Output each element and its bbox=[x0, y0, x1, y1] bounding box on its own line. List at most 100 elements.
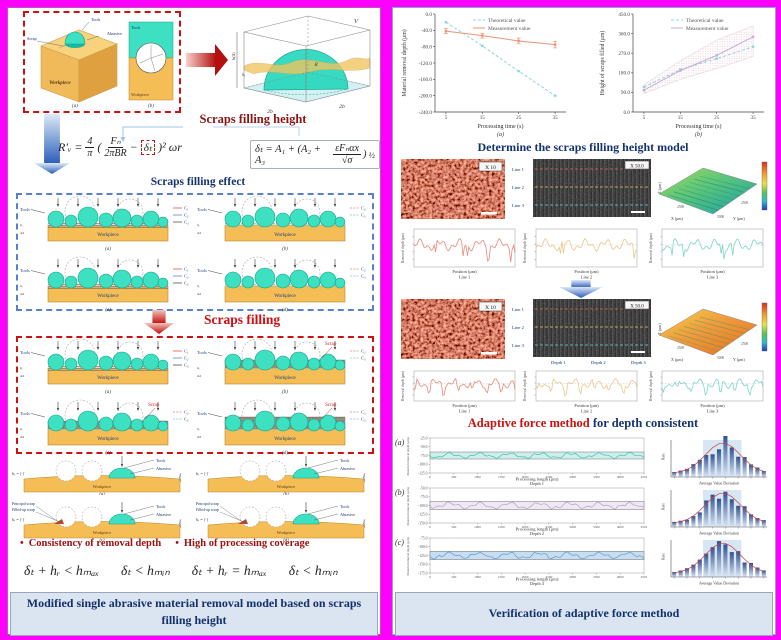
svg-text:Depth 1: Depth 1 bbox=[530, 481, 544, 486]
svg-text:Line 1: Line 1 bbox=[512, 167, 525, 172]
svg-text:C₂: C₂ bbox=[361, 206, 366, 211]
bullet-consistency: • Consistency of removal depth bbox=[20, 538, 162, 549]
svg-text:-200.0: -200.0 bbox=[419, 93, 433, 99]
svg-text:δ₀: δ₀ bbox=[20, 223, 24, 227]
svg-text:0.0: 0.0 bbox=[426, 12, 433, 18]
svg-text:4000: 4000 bbox=[617, 525, 624, 529]
svg-text:C₃: C₃ bbox=[184, 417, 189, 422]
svg-text:Removal depth (μm): Removal depth (μm) bbox=[649, 232, 653, 263]
svg-text:Workpiece: Workpiece bbox=[274, 233, 296, 238]
wear-diagram-b: Workpiece Tools Abrasive {hᵣ = [·] (b) bbox=[194, 454, 378, 500]
svg-text:X (μm): X (μm) bbox=[671, 216, 683, 221]
filling-diagram-b: Workpiece Tools δ₀ Δd Scrap C₂ C₃ (b) bbox=[195, 338, 372, 399]
svg-text:C₃: C₃ bbox=[184, 363, 189, 368]
svg-text:Processing length (μm): Processing length (μm) bbox=[516, 477, 559, 482]
depth-plot-svg-depth-3: -75.0 -100.0 -125.0 -150.0 -175.00 500 1000 150… bbox=[406, 536, 648, 586]
svg-text:Line 1: Line 1 bbox=[459, 275, 470, 280]
svg-text:-125.0: -125.0 bbox=[418, 554, 428, 558]
svg-text:25: 25 bbox=[516, 115, 522, 121]
svg-text:(a): (a) bbox=[72, 104, 78, 108]
svg-text:Workpiece: Workpiece bbox=[97, 437, 119, 442]
svg-text:1000: 1000 bbox=[474, 525, 481, 529]
svg-text:hᵣ = [·]: hᵣ = [·] bbox=[12, 471, 25, 476]
svg-text:1000: 1000 bbox=[474, 475, 481, 479]
histogram-3: Average Value Deviation Rate bbox=[661, 536, 769, 586]
row-label-a: (a) bbox=[395, 438, 405, 447]
svg-text:Average Value Deviation: Average Value Deviation bbox=[699, 531, 739, 536]
svg-text:500: 500 bbox=[451, 525, 456, 529]
condition-2: δₜ < hₘᵢₙ bbox=[121, 563, 170, 578]
effect-diagram-b: Workpiece Tools δ₀ Δd C₂ C₃ (b) bbox=[195, 195, 372, 256]
svg-text:Workpiece: Workpiece bbox=[277, 484, 296, 489]
svg-text:2500: 2500 bbox=[545, 475, 552, 479]
mini-diagram-svg: Workpiece Tools δ₀ Δd C₂ C₃ (d) bbox=[197, 256, 366, 313]
svg-text:(c): (c) bbox=[105, 308, 111, 312]
svg-text:Tools: Tools bbox=[20, 411, 30, 416]
svg-text:-175.0: -175.0 bbox=[418, 571, 428, 575]
svg-text:500: 500 bbox=[451, 475, 456, 479]
svg-text:-125.0: -125.0 bbox=[418, 513, 428, 517]
svg-text:3500: 3500 bbox=[593, 575, 600, 579]
row-label-c: (c) bbox=[395, 538, 404, 547]
filling-diagram-c: Workpiece Tools δ₀ Δd Scrap C₂ C₃ (c) bbox=[18, 399, 195, 460]
svg-text:C₂: C₂ bbox=[184, 356, 189, 361]
svg-text:δ₀: δ₀ bbox=[20, 427, 24, 431]
condition-3: δₜ + hᵣ = hₘₐₓ bbox=[191, 563, 267, 578]
condition-formulas: δₜ + hᵣ < hₘₐₓ δₜ < hₘᵢₙ δₜ + hᵣ = hₘₐₓ … bbox=[24, 563, 338, 579]
profile-svg: Removal depth (μm) Position (μm)Line 2 bbox=[523, 228, 638, 280]
svg-text:Depth 2: Depth 2 bbox=[530, 531, 544, 536]
svg-text:4500: 4500 bbox=[641, 525, 647, 529]
svg-text:(b): (b) bbox=[695, 131, 702, 138]
svg-text:C₂: C₂ bbox=[184, 274, 189, 279]
svg-text:C₃: C₃ bbox=[361, 356, 366, 361]
svg-text:δₜ: δₜ bbox=[242, 72, 245, 77]
depth-plot-2: -50.0 -75.0 -100.0 -125.0 -150.0 0 500 1000 1500… bbox=[405, 486, 648, 536]
histogram-svg: Average Value Deviation Rate bbox=[661, 435, 767, 486]
profile-svg: Removal depth (μm) Position (μm)Line 2 bbox=[523, 370, 638, 414]
svg-text:Position (μm): Position (μm) bbox=[700, 403, 725, 408]
svg-text:Position (μm): Position (μm) bbox=[574, 403, 599, 408]
wear-diagram-svg: Workpiece Tools Abrasive {hᵣ = [·] (a) bbox=[12, 456, 182, 496]
svg-text:Line 2: Line 2 bbox=[512, 185, 525, 190]
svg-text:C₁: C₁ bbox=[184, 267, 189, 272]
svg-text:Measurement value: Measurement value bbox=[686, 26, 729, 32]
scraps-filling-box: Workpiece Tools δ₀ Δd C₁ C₂ C₃ (a) Workpiece Too… bbox=[16, 336, 374, 456]
svg-text:{: { bbox=[178, 518, 182, 528]
svg-text:Line 3: Line 3 bbox=[707, 409, 719, 414]
left-panel: Tools Abrasive Scrap Workpiece (a) Tools Work… bbox=[7, 7, 381, 636]
abrasive-model-box: Tools Abrasive Scrap Workpiece (a) Tools Work… bbox=[23, 11, 181, 113]
svg-text:2500: 2500 bbox=[741, 342, 748, 346]
svg-text:Depth 2: Depth 2 bbox=[591, 360, 606, 365]
chart-svg-scraps-filling-height: 450.0 360.0 270.0 180.0 90.0 0.0 5 15 25 35 Theore… bbox=[599, 12, 764, 138]
svg-text:δ₀: δ₀ bbox=[197, 223, 201, 227]
svg-text:35: 35 bbox=[750, 115, 756, 121]
svg-text:2500: 2500 bbox=[741, 201, 748, 205]
svg-text:1500: 1500 bbox=[498, 575, 505, 579]
blue-down-arrow bbox=[34, 114, 70, 174]
svg-text:-125.0: -125.0 bbox=[418, 471, 428, 475]
svg-text:3000: 3000 bbox=[569, 475, 576, 479]
svg-text:Tools: Tools bbox=[197, 207, 207, 212]
effect-diagram-a: Workpiece Tools δ₀ Δd C₁ C₂ C₃ (a) bbox=[18, 195, 195, 256]
svg-text:(a): (a) bbox=[497, 131, 504, 138]
chart-material-removal-depth: 0.0 -40.0 -80.0 -120.0 -160.0 -200.0 -240.0 5 15… bbox=[399, 10, 571, 138]
svg-text:Line 3: Line 3 bbox=[512, 343, 525, 348]
svg-text:3000: 3000 bbox=[569, 575, 576, 579]
right-caption: Verification of adaptive force method bbox=[395, 592, 773, 636]
svg-text:Processing time (s): Processing time (s) bbox=[478, 123, 524, 130]
profile-plot-line3-set2: Removal depth (μm) Position (μm) Line 3 bbox=[649, 368, 765, 414]
svg-text:2500: 2500 bbox=[545, 575, 552, 579]
svg-text:2500: 2500 bbox=[677, 205, 684, 209]
svg-text:Tools: Tools bbox=[340, 504, 350, 509]
svg-text:0: 0 bbox=[429, 525, 431, 529]
abrasive-section-diagram: Tools Workpiece (b) bbox=[125, 14, 177, 109]
svg-text:Tools: Tools bbox=[20, 268, 30, 273]
svg-text:Processing length (μm): Processing length (μm) bbox=[516, 577, 559, 582]
svg-text:-75.0: -75.0 bbox=[420, 495, 428, 499]
svg-text:Tools: Tools bbox=[20, 350, 30, 355]
profile-svg: Removal depth (μm) Position (μm)Line 3 bbox=[649, 228, 764, 280]
svg-text:5000: 5000 bbox=[717, 356, 724, 360]
svg-text:Material removal depth (μm): Material removal depth (μm) bbox=[406, 537, 410, 575]
svg-text:δ₀: δ₀ bbox=[197, 427, 201, 431]
svg-text:Δd: Δd bbox=[197, 435, 201, 439]
